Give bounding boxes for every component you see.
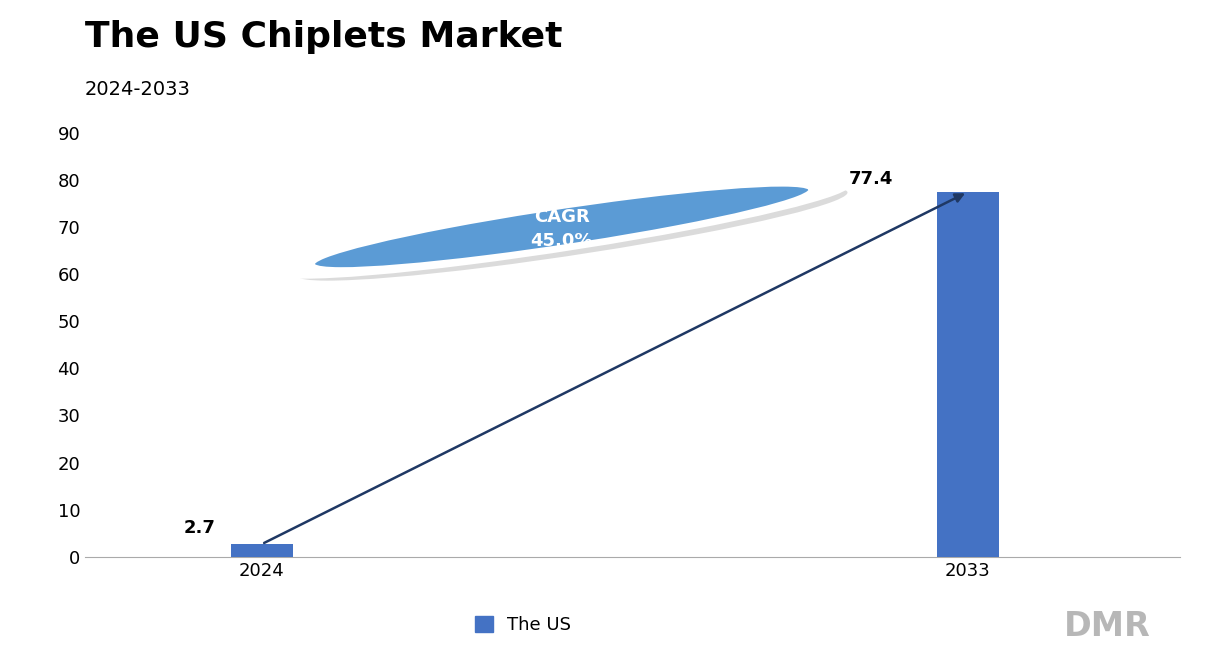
Ellipse shape: [297, 187, 848, 280]
Bar: [936, 192, 998, 557]
Text: 45.0%: 45.0%: [530, 232, 593, 250]
Text: 2.7: 2.7: [184, 519, 215, 537]
Text: CAGR: CAGR: [534, 208, 590, 227]
Text: DMR: DMR: [1064, 610, 1150, 643]
Ellipse shape: [275, 178, 849, 276]
Legend: The US: The US: [467, 609, 579, 641]
Text: The US Chiplets Market: The US Chiplets Market: [85, 20, 563, 54]
Text: 2024-2033: 2024-2033: [85, 80, 191, 99]
Ellipse shape: [314, 185, 810, 269]
Bar: [231, 544, 293, 557]
Text: 77.4: 77.4: [849, 170, 893, 188]
